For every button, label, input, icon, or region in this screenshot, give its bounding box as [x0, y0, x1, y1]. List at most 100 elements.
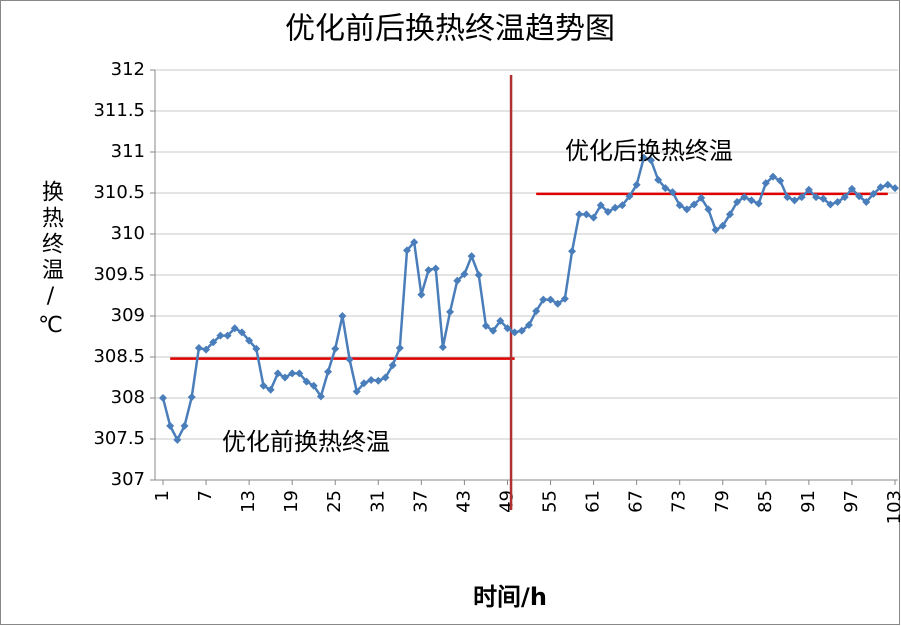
- data-point: [797, 193, 806, 202]
- data-point: [381, 373, 390, 382]
- data-point: [776, 176, 785, 185]
- x-tick-label: 85: [755, 490, 776, 513]
- data-point: [826, 200, 835, 209]
- data-point: [618, 201, 627, 210]
- annotation: 优化前换热终温: [222, 428, 390, 456]
- data-point: [316, 392, 325, 401]
- data-point: [682, 205, 691, 214]
- data-point: [302, 377, 311, 386]
- x-tick-label: 19: [281, 490, 302, 513]
- x-tick-label: 91: [798, 490, 819, 513]
- data-point: [202, 345, 211, 354]
- data-point: [309, 381, 318, 390]
- data-point: [245, 336, 254, 345]
- data-point: [632, 180, 641, 189]
- data-point: [446, 307, 455, 316]
- x-tick-label: 25: [324, 490, 345, 513]
- data-point: [611, 203, 620, 212]
- y-axis-title: 换热终温/℃: [38, 180, 64, 342]
- chart-title: 优化前后换热终温趋势图: [285, 12, 615, 47]
- data-point: [783, 193, 792, 202]
- y-tick-label: 311: [111, 141, 145, 162]
- data-point: [553, 299, 562, 308]
- data-point: [833, 198, 842, 207]
- data-point: [403, 246, 411, 255]
- data-point: [216, 331, 225, 340]
- data-point: [668, 188, 677, 197]
- data-point: [725, 210, 734, 219]
- data-point: [639, 153, 648, 162]
- x-tick-label: 43: [453, 490, 474, 513]
- data-point: [331, 344, 340, 353]
- x-tick-label: 49: [496, 490, 517, 513]
- x-axis-title: 时间/h: [473, 583, 547, 611]
- x-tick-label: 61: [583, 490, 604, 513]
- x-tick-label: 73: [669, 490, 690, 513]
- data-point: [769, 172, 777, 181]
- data-point: [338, 312, 347, 320]
- data-point: [603, 207, 612, 216]
- data-point: [862, 198, 871, 207]
- x-tick-label: 79: [712, 490, 733, 513]
- data-point: [159, 394, 167, 402]
- data-point: [424, 266, 433, 275]
- data-point: [324, 367, 333, 376]
- data-point: [596, 201, 605, 210]
- data-point: [718, 221, 727, 230]
- data-point: [761, 179, 770, 188]
- data-point: [395, 343, 404, 352]
- data-point: [503, 324, 512, 333]
- data-point: [467, 252, 476, 261]
- data-point: [582, 210, 591, 219]
- data-point: [819, 194, 828, 203]
- y-tick-label: 308: [111, 387, 145, 408]
- annotation: 优化后换热终温: [565, 137, 733, 165]
- data-point: [804, 185, 813, 194]
- x-tick-label: 37: [410, 490, 431, 513]
- data-point: [661, 184, 670, 193]
- data-point: [288, 369, 297, 378]
- data-point: [883, 180, 892, 189]
- x-tick-label: 31: [367, 490, 388, 513]
- x-tick-label: 7: [195, 490, 216, 501]
- data-point: [374, 376, 383, 385]
- data-point: [532, 307, 541, 316]
- data-point: [647, 156, 655, 165]
- data-point: [410, 238, 419, 247]
- data-point: [754, 199, 763, 208]
- data-point: [517, 326, 526, 335]
- data-point: [431, 264, 440, 273]
- data-point: [223, 331, 232, 340]
- x-tick-label: 97: [841, 490, 862, 513]
- y-tick-label: 307: [111, 469, 145, 490]
- data-point: [194, 343, 203, 352]
- data-point: [345, 355, 354, 364]
- data-point: [352, 387, 361, 396]
- data-point: [625, 192, 634, 201]
- data-point: [812, 193, 821, 202]
- data-point: [546, 295, 555, 304]
- data-point: [266, 385, 275, 394]
- data-point: [273, 369, 282, 378]
- data-point: [481, 321, 490, 330]
- data-point: [230, 324, 239, 333]
- data-point: [417, 290, 426, 299]
- data-point: [840, 193, 849, 202]
- y-tick-label: 308.5: [93, 346, 145, 367]
- data-point: [568, 247, 577, 256]
- data-point: [173, 435, 182, 444]
- data-point: [496, 316, 505, 325]
- data-point: [869, 189, 878, 198]
- x-tick-label: 13: [238, 490, 259, 513]
- data-point: [575, 210, 584, 219]
- data-point: [281, 373, 289, 382]
- data-point: [711, 225, 720, 234]
- data-point: [388, 361, 397, 370]
- y-tick-label: 309.5: [93, 264, 145, 285]
- data-point: [704, 205, 713, 214]
- data-point: [539, 295, 548, 304]
- y-tick-label: 310: [111, 223, 145, 244]
- data-point: [438, 343, 447, 352]
- data-point: [237, 328, 246, 337]
